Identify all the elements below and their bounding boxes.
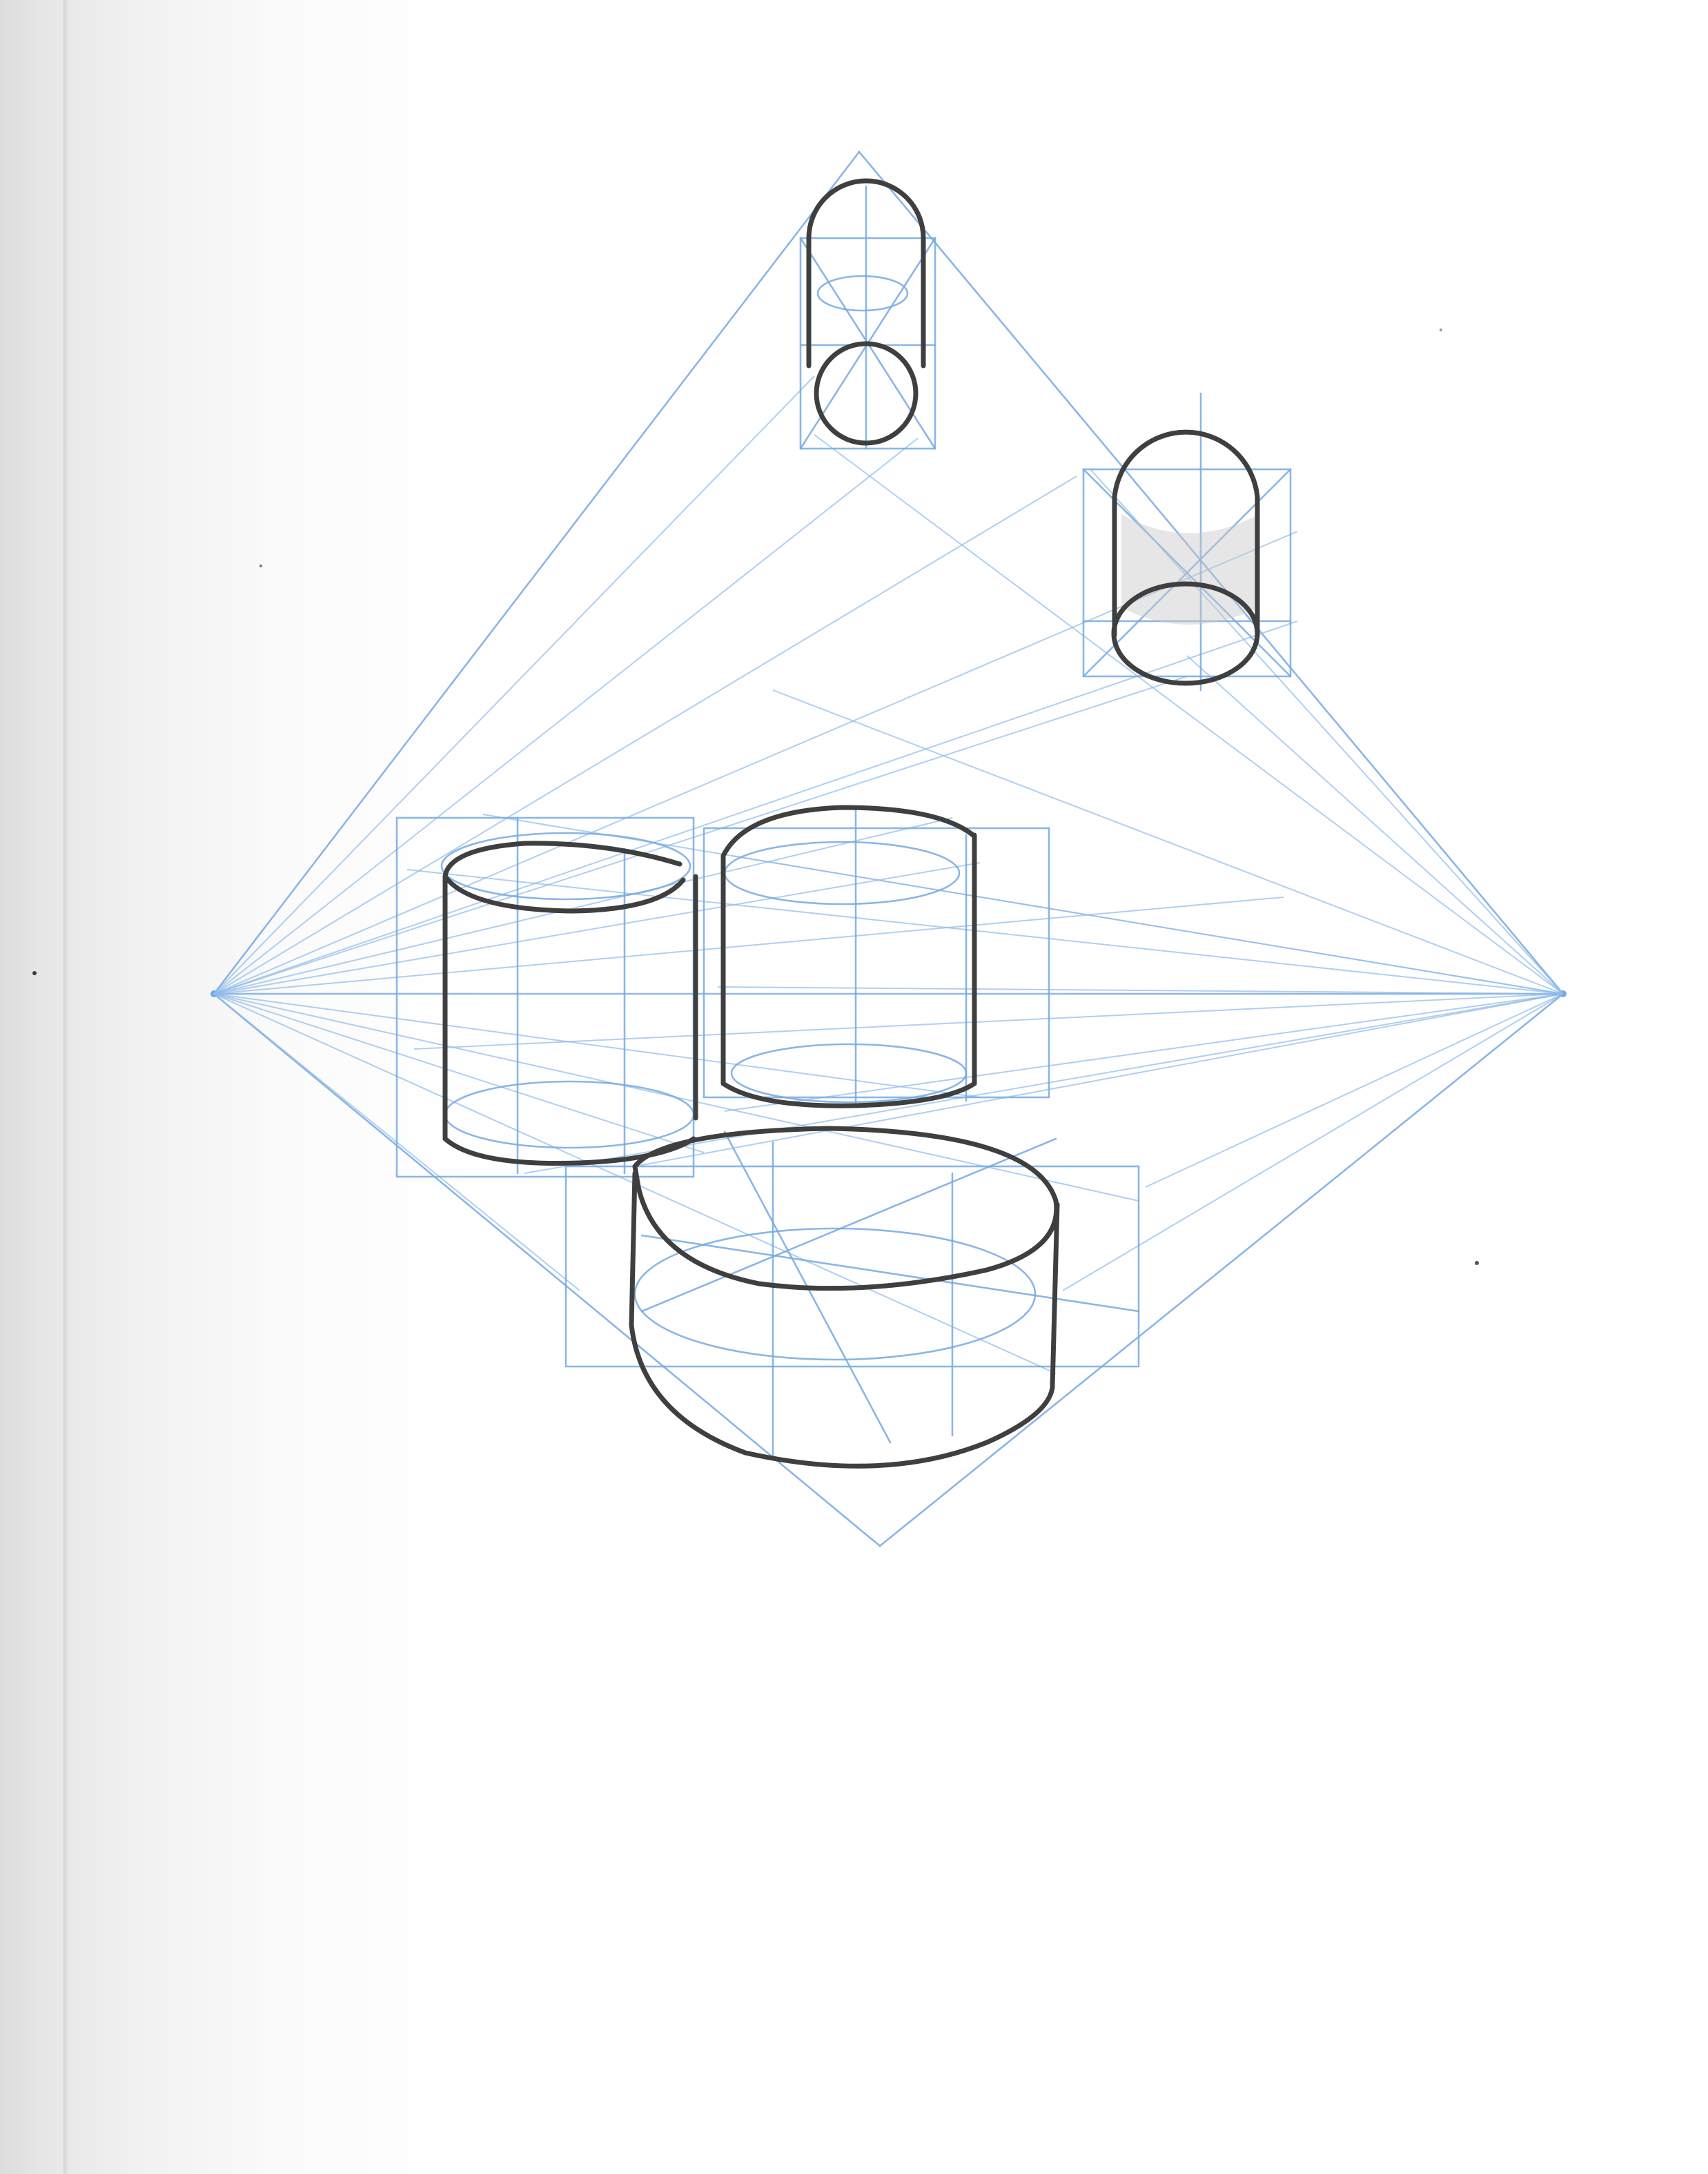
front-large-cylinder [565,1126,1140,1469]
right-vp-fan-lines [406,434,1564,1291]
page-speck [1475,1261,1479,1265]
page-binding-edge [63,0,68,2174]
top-capsule-cylinder [799,178,936,450]
page-speck [1440,329,1442,331]
page-speck [32,971,37,975]
right-capsule-cylinder [1082,392,1292,692]
construction-frame [213,150,1564,1547]
page-speck [259,565,262,567]
right-middle-cylinder [703,805,1050,1108]
left-middle-cylinder [395,816,698,1178]
